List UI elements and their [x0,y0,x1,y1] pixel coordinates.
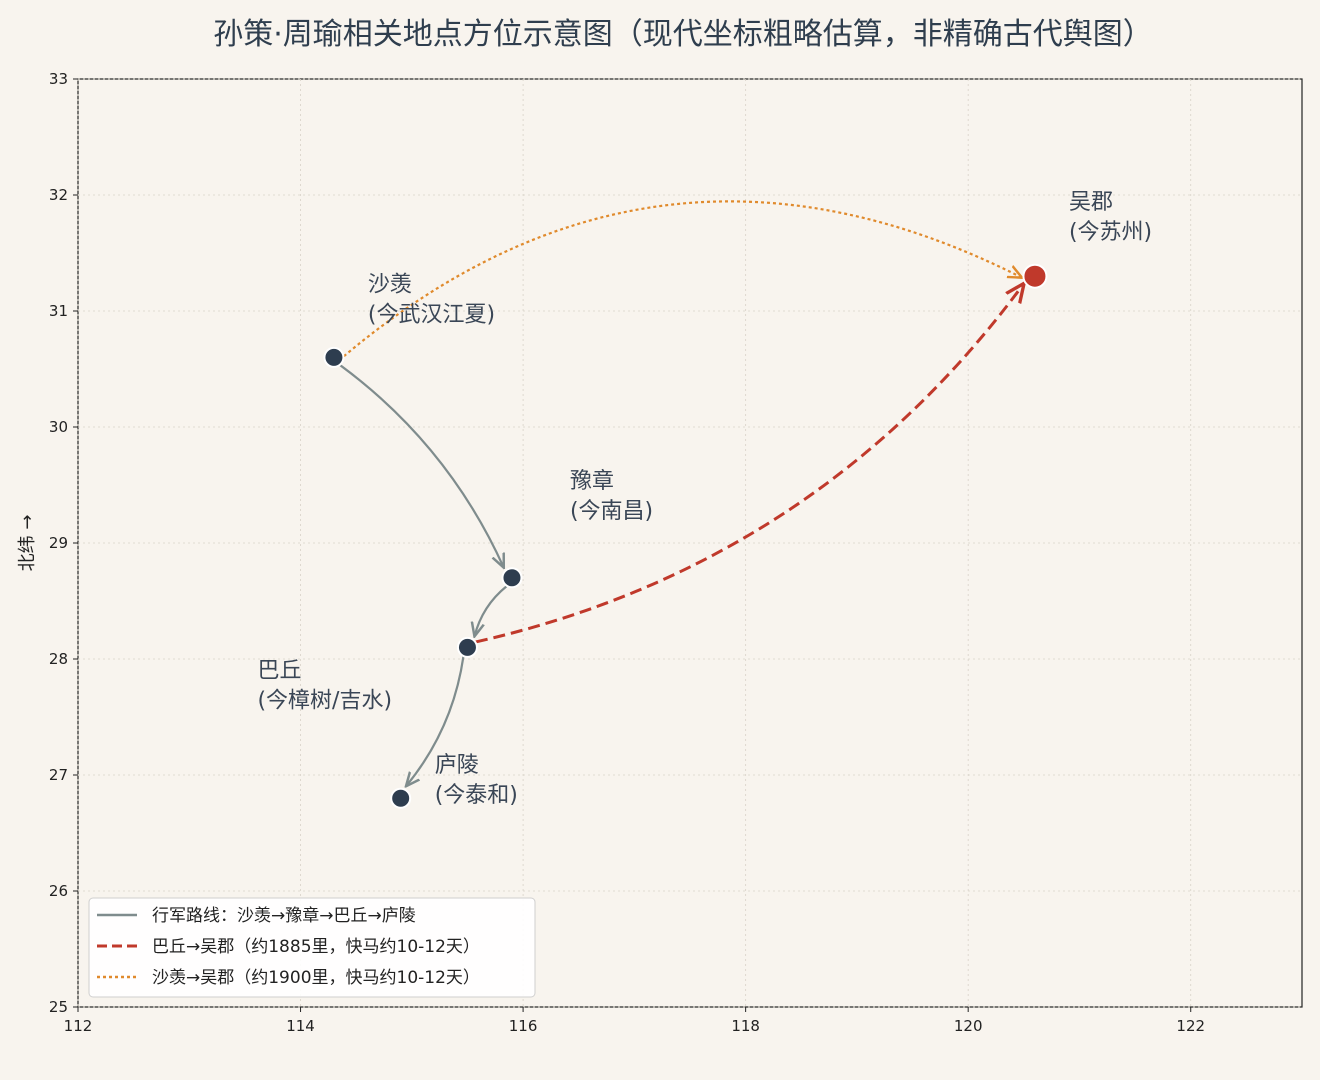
y-tick-label: 33 [49,70,68,88]
y-tick-label: 29 [49,534,68,552]
place-note-wujun: (今苏州) [1069,220,1152,245]
point-yuzhang [501,567,523,589]
route-segment-march [474,585,508,636]
points [323,263,1048,809]
place-note-shaxian: (今武汉江夏) [368,302,495,327]
y-tick-label: 25 [49,998,68,1016]
x-tick-label: 116 [509,1017,538,1035]
legend-box [88,897,536,998]
place-name-wujun: 吴郡 [1069,190,1113,215]
route-segment-route1 [475,283,1024,644]
routes [339,200,1024,787]
place-name-baqiu: 巴丘 [257,658,301,683]
place-note-luling: (今泰和) [435,783,518,808]
x-tick-label: 122 [1176,1017,1205,1035]
point-shaxian [323,346,345,368]
x-tick-label: 120 [954,1017,983,1035]
y-tick-label: 32 [49,186,68,204]
legend-label-route2: 沙羡→吴郡（约1900里，快马约10-12天） [152,968,480,988]
y-tick-label: 30 [49,418,68,436]
y-axis-label: 北纬 → [17,515,38,572]
place-labels: 沙羡 (今武汉江夏) 豫章 (今南昌) 巴丘 (今樟树/吉水) 庐陵 (今泰和) 吴郡 (今苏州) [257,190,1152,808]
point-wujun [1022,263,1048,289]
x-axis: 112 114 116 118 120 122 [64,1007,1205,1035]
place-name-luling: 庐陵 [435,753,479,778]
place-note-baqiu: (今樟树/吉水) [257,688,392,713]
place-note-yuzhang: (今南昌) [570,499,653,524]
y-tick-label: 27 [49,766,68,784]
route-segment-march [339,364,504,568]
x-tick-label: 114 [286,1017,315,1035]
grid [77,78,1302,1008]
place-name-shaxian: 沙羡 [368,272,412,297]
point-luling [390,787,412,809]
x-tick-label: 112 [64,1017,93,1035]
legend-label-march: 行军路线：沙羡→豫章→巴丘→庐陵 [152,906,416,926]
y-tick-label: 28 [49,650,68,668]
point-baqiu [456,636,478,658]
route-segment-march [406,656,465,787]
place-name-yuzhang: 豫章 [570,469,614,494]
y-tick-label: 26 [49,882,68,900]
chart-title: 孙策·周瑜相关地点方位示意图（现代坐标粗略估算，非精确古代舆图） [213,17,1153,52]
legend-label-route1: 巴丘→吴郡（约1885里，快马约10-12天） [152,937,480,957]
x-tick-label: 118 [731,1017,760,1035]
y-axis: 25 26 27 28 29 30 31 32 33 [49,70,78,1016]
y-tick-label: 31 [49,302,68,320]
